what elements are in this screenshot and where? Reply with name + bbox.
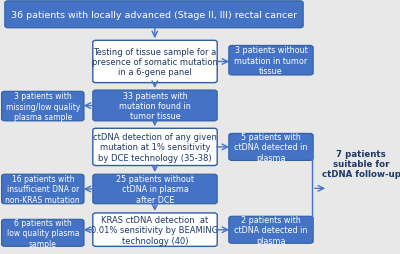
Text: 33 patients with
mutation found in
tumor tissue: 33 patients with mutation found in tumor… xyxy=(119,91,191,121)
Text: 7 patients
suitable for
ctDNA follow-up: 7 patients suitable for ctDNA follow-up xyxy=(322,149,400,179)
Text: KRAS ctDNA detection  at
0.01% sensitivity by BEAMING
technology (40): KRAS ctDNA detection at 0.01% sensitivit… xyxy=(92,215,218,245)
FancyBboxPatch shape xyxy=(93,174,217,204)
Text: 25 patients without
ctDNA in plasma
after DCE: 25 patients without ctDNA in plasma afte… xyxy=(116,174,194,204)
Text: 5 patients with
ctDNA detected in
plasma: 5 patients with ctDNA detected in plasma xyxy=(234,133,308,162)
FancyBboxPatch shape xyxy=(2,174,84,204)
Text: 3 patients without
mutation in tumor
tissue: 3 patients without mutation in tumor tis… xyxy=(234,46,308,76)
Text: ctDNA detection of any given
mutation at 1% sensitivity
by DCE technology (35-38: ctDNA detection of any given mutation at… xyxy=(93,133,217,162)
Text: 3 patients with
missing/low quality
plasma sample: 3 patients with missing/low quality plas… xyxy=(6,92,80,121)
FancyBboxPatch shape xyxy=(93,213,217,246)
FancyBboxPatch shape xyxy=(93,41,217,83)
Text: 36 patients with locally advanced (Stage II, III) rectal cancer: 36 patients with locally advanced (Stage… xyxy=(11,11,297,20)
Text: Testing of tissue sample for a
presence of somatic mutation
in a 6-gene panel: Testing of tissue sample for a presence … xyxy=(92,47,218,77)
FancyBboxPatch shape xyxy=(229,134,313,161)
FancyBboxPatch shape xyxy=(229,216,313,243)
FancyBboxPatch shape xyxy=(93,91,217,121)
FancyBboxPatch shape xyxy=(5,2,303,29)
FancyBboxPatch shape xyxy=(229,46,313,76)
FancyBboxPatch shape xyxy=(2,92,84,121)
FancyBboxPatch shape xyxy=(2,219,84,246)
Text: 16 patients with
insufficient DNA or
non-KRAS mutation: 16 patients with insufficient DNA or non… xyxy=(6,174,80,204)
Text: 6 patients with
low quality plasma
sample: 6 patients with low quality plasma sampl… xyxy=(6,218,79,248)
FancyBboxPatch shape xyxy=(93,129,217,166)
Text: 2 patients with
ctDNA detected in
plasma: 2 patients with ctDNA detected in plasma xyxy=(234,215,308,245)
